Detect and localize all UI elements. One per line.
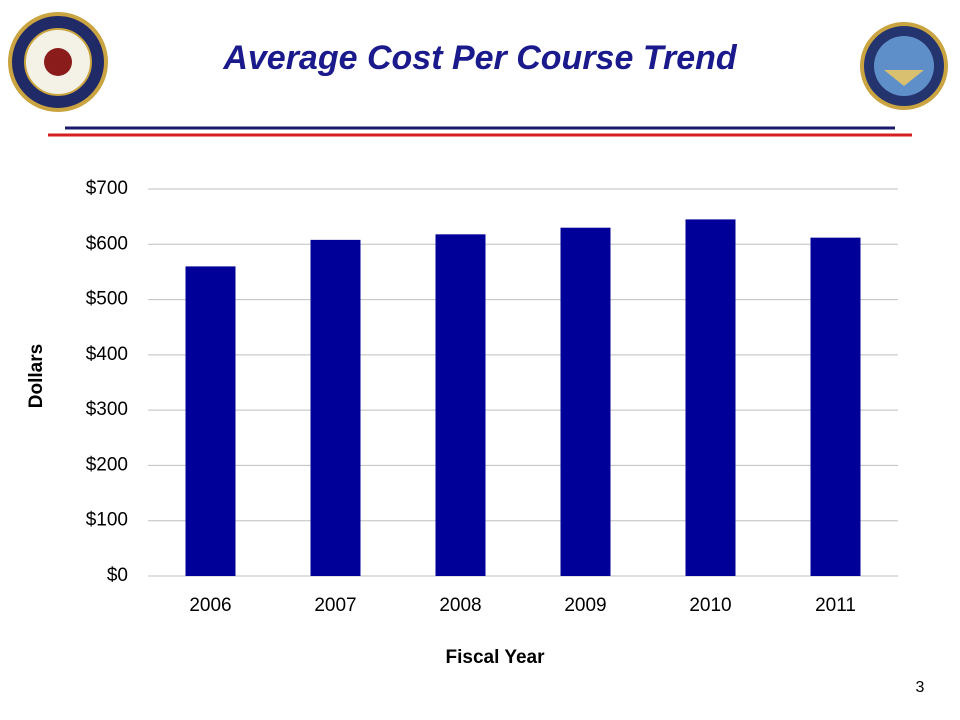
x-tick-label: 2009 [564,595,606,616]
bar [185,266,236,576]
x-axis-label: Fiscal Year [446,647,546,668]
x-tick-label: 2010 [689,595,731,616]
y-tick-label: $700 [86,178,128,199]
y-tick-label: $100 [86,510,128,531]
x-tick-label: 2008 [439,595,481,616]
y-tick-label: $200 [86,454,128,475]
logo-right [860,22,948,110]
y-tick-label: $0 [107,565,128,586]
y-tick-label: $600 [86,233,128,254]
bar [810,237,861,576]
x-tick-label: 2007 [314,595,356,616]
bar [310,239,361,576]
y-tick-label: $300 [86,399,128,420]
bar [685,219,736,576]
x-tick-label: 2006 [189,595,231,616]
logo-left [8,12,108,112]
y-tick-label: $500 [86,289,128,310]
y-axis-label: Dollars [26,344,47,408]
y-tick-label: $400 [86,344,128,365]
slide-title: Average Cost Per Course Trend [222,39,738,77]
page-number: 3 [916,679,925,696]
x-tick-label: 2011 [815,595,856,616]
bar [560,227,611,576]
bar [435,234,486,576]
